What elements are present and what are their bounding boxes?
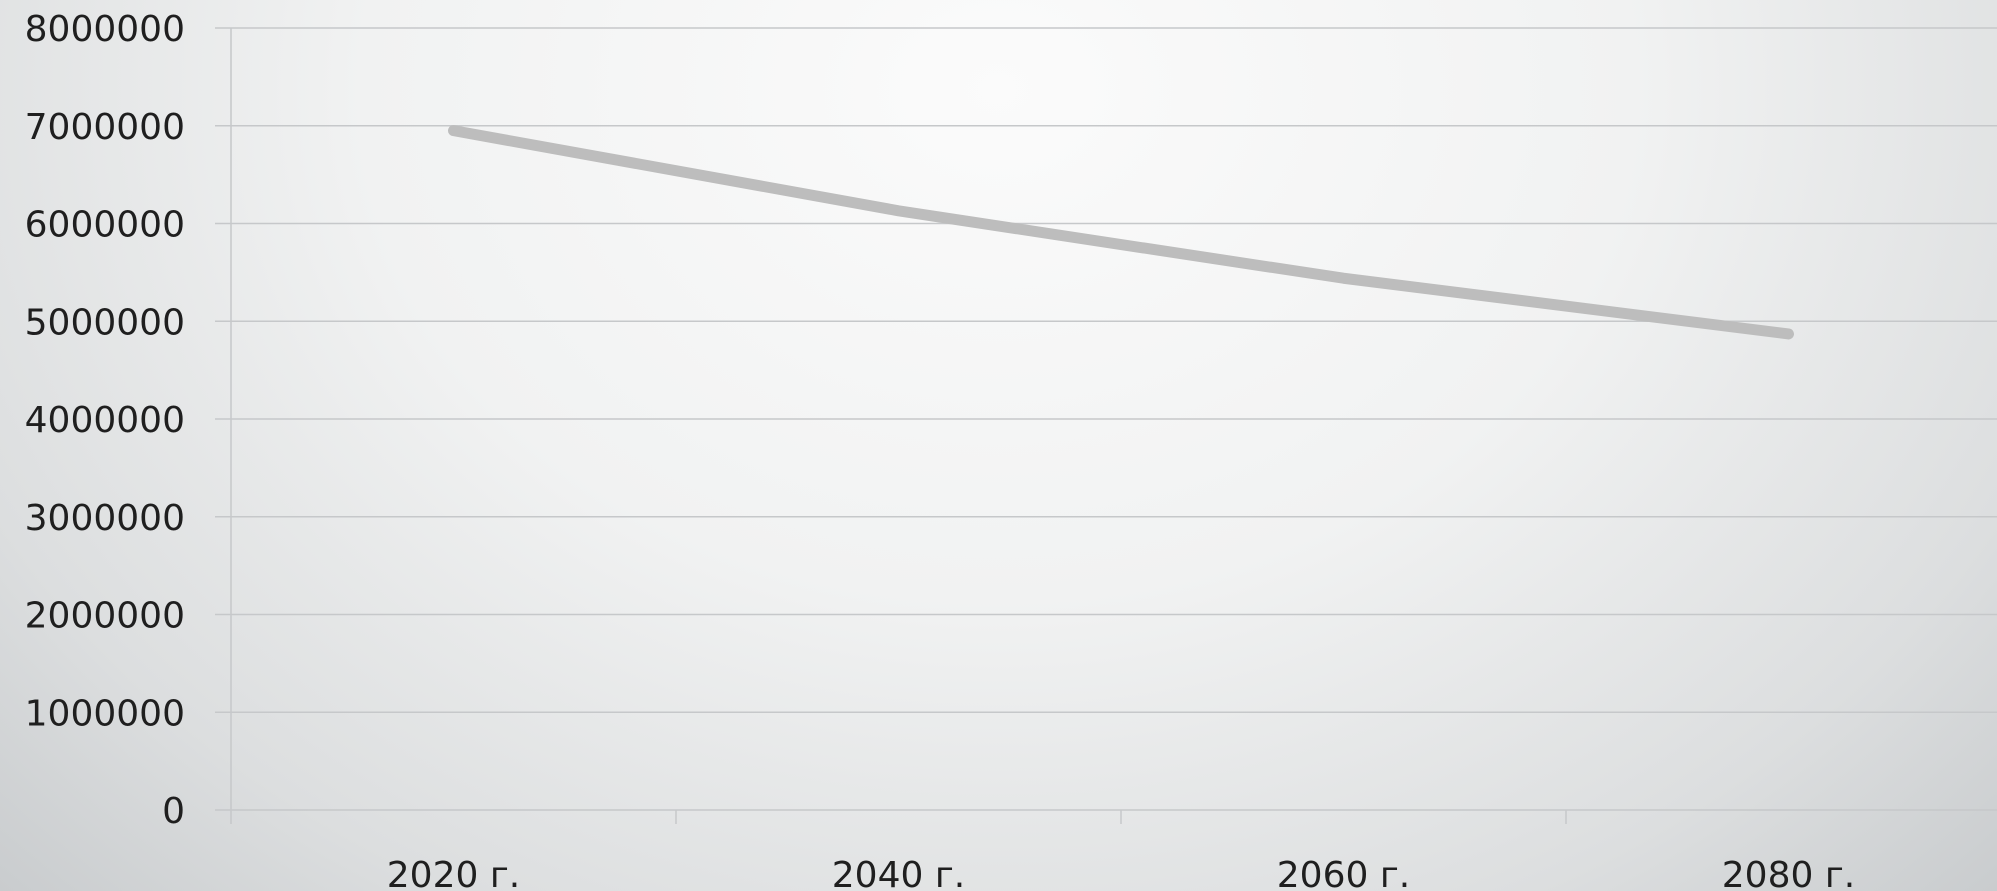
x-tick-label: 2040 г. [832, 855, 965, 891]
series-line-0 [448, 125, 1794, 340]
y-tick-label: 1000000 [25, 693, 185, 734]
y-tick-label: 7000000 [25, 107, 185, 148]
series [448, 125, 1794, 340]
x-tick-label: 2060 г. [1277, 855, 1410, 891]
y-tick-label: 6000000 [25, 205, 185, 246]
x-axis-tick-labels: 2020 г. 2040 г. 2060 г. 2080 г. [387, 855, 1855, 891]
y-tick-label: 4000000 [25, 400, 185, 441]
x-tick-label: 2080 г. [1722, 855, 1855, 891]
y-tick-label: 3000000 [25, 498, 185, 539]
y-tick-label: 5000000 [25, 302, 185, 343]
gridlines [215, 27, 1997, 713]
axes [215, 28, 1997, 824]
x-tick-label: 2020 г. [387, 855, 520, 891]
y-tick-label: 2000000 [25, 596, 185, 637]
y-tick-label: 0 [162, 791, 185, 832]
y-tick-label: 8000000 [25, 9, 185, 50]
y-axis-tick-labels: 0 1000000 2000000 3000000 4000000 5000000 6000… [25, 9, 185, 832]
